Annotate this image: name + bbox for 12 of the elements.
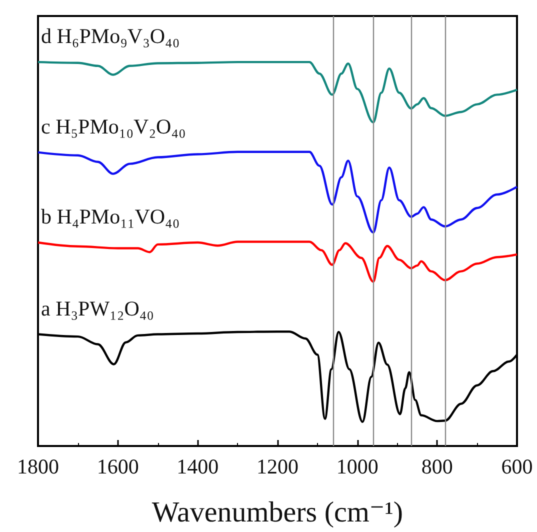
x-tick-label: 1800 <box>17 454 59 478</box>
series-label: b H₄PMo₁₁VO₄₀ <box>41 204 180 229</box>
x-tick-label: 1600 <box>96 454 139 478</box>
series-label: c H₅PMo₁₀V₂O₄₀ <box>41 114 186 138</box>
x-tick-label: 1400 <box>176 454 219 478</box>
x-tick-label: 600 <box>501 454 533 478</box>
x-axis-title: Wavenumbers (cm⁻¹) <box>152 496 404 528</box>
x-tick-label: 1200 <box>256 454 298 478</box>
x-tick-label: 800 <box>421 454 453 478</box>
x-tick-label: 1000 <box>336 454 378 478</box>
series-label: a H₃PW₁₂O₄₀ <box>41 296 154 320</box>
series-label: d H₆PMo₉V₃O₄₀ <box>41 24 180 48</box>
